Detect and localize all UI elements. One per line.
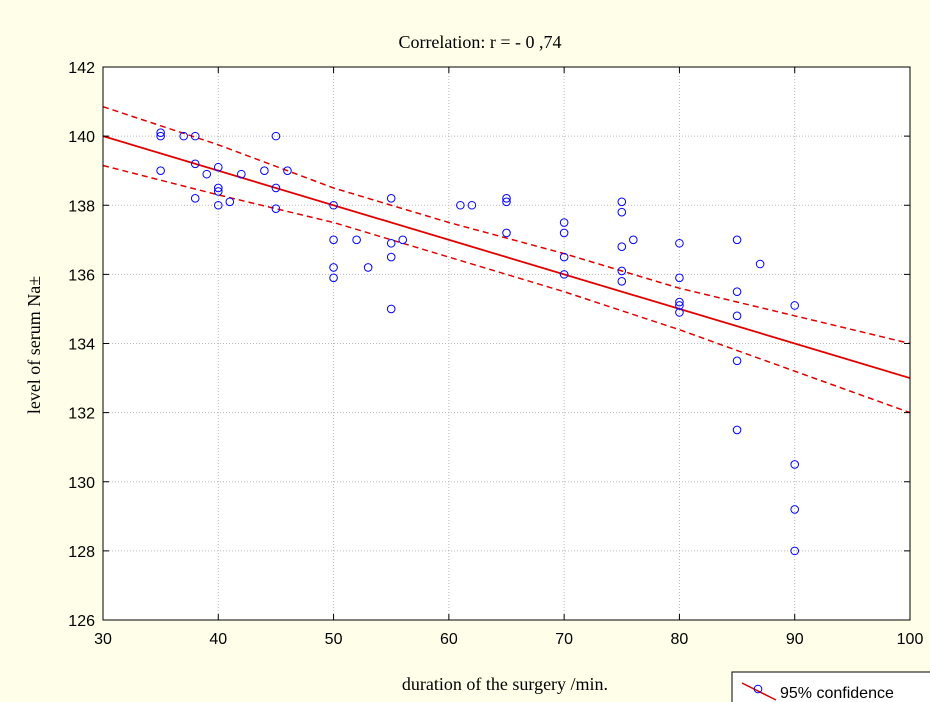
data-point: [617, 242, 627, 252]
data-point: [213, 183, 223, 193]
data-point: [629, 235, 638, 245]
data-point: [732, 235, 742, 245]
data-point: [386, 252, 396, 262]
data-point: [156, 166, 165, 175]
data-point: [755, 259, 765, 269]
ci-upper-line: [102, 105, 911, 345]
data-point: [398, 235, 408, 245]
data-point: [675, 297, 684, 307]
x-tick-label: 70: [555, 631, 573, 648]
data-point: [260, 166, 269, 175]
data-point: [790, 301, 800, 310]
x-tick-label: 80: [671, 631, 689, 648]
confidence-bands: [102, 105, 911, 414]
x-tick-label: 100: [897, 631, 924, 648]
data-point: [617, 197, 627, 207]
ci-lower-line: [102, 164, 911, 414]
data-point: [156, 128, 165, 137]
x-axis-label: duration of the surgery /min.: [402, 674, 608, 694]
legend-point-swatch: [753, 684, 763, 694]
plot-area: [103, 67, 910, 620]
data-point: [559, 252, 569, 262]
data-point: [156, 131, 165, 141]
data-point: [732, 425, 742, 435]
data-point: [386, 194, 396, 203]
data-point: [271, 131, 281, 141]
data-point: [329, 235, 338, 245]
data-point: [790, 505, 800, 514]
data-point: [732, 311, 742, 321]
fit-line-group: [102, 135, 911, 379]
y-tick-label: 128: [68, 544, 95, 561]
data-point: [617, 266, 627, 276]
data-point: [329, 263, 338, 272]
legend: 95% confidence: [731, 671, 930, 702]
y-tick-label: 132: [68, 406, 95, 423]
y-tick-label: 140: [68, 129, 95, 146]
data-point: [732, 287, 742, 296]
y-tick-label: 126: [68, 613, 95, 630]
data-point: [190, 131, 200, 141]
data-point: [502, 228, 511, 238]
data-point: [502, 194, 511, 203]
data-point: [386, 304, 396, 314]
data-point: [190, 159, 200, 169]
axis-ticks: [102, 66, 911, 621]
data-point: [675, 301, 684, 310]
y-tick-labels: 126 128 130 132 134 136 138 140 142: [68, 60, 95, 630]
data-point: [502, 197, 511, 207]
data-point: [179, 131, 188, 141]
y-tick-label: 138: [68, 198, 95, 215]
data-point: [352, 235, 361, 245]
data-point: [329, 200, 338, 210]
x-tick-label: 90: [786, 631, 804, 648]
y-tick-label: 134: [68, 337, 95, 354]
data-point: [467, 200, 477, 210]
fit-line: [102, 135, 911, 379]
data-point: [213, 187, 223, 196]
legend-box: [731, 671, 930, 702]
data-point: [559, 218, 569, 227]
x-tick-label: 40: [209, 631, 227, 648]
data-point: [617, 207, 627, 217]
data-points: [156, 128, 800, 556]
data-point: [271, 183, 281, 193]
data-point: [329, 273, 338, 283]
y-tick-label: 142: [68, 60, 95, 77]
data-point: [202, 169, 212, 179]
x-tick-label: 30: [94, 631, 112, 648]
x-tick-labels: 30 40 50 60 70 80 90 100: [94, 631, 923, 648]
data-point: [363, 263, 373, 272]
data-point: [237, 169, 246, 179]
data-point: [190, 194, 200, 203]
data-point: [675, 273, 684, 283]
grid: [103, 67, 910, 620]
data-point: [271, 204, 281, 214]
data-point: [675, 238, 684, 248]
y-axis-label: level of serum Na±: [24, 276, 44, 414]
data-point: [283, 166, 292, 175]
data-point: [456, 200, 465, 210]
data-point: [386, 238, 396, 248]
y-tick-label: 130: [68, 475, 95, 492]
chart-title: Correlation: r = - 0 ,74: [398, 32, 561, 52]
legend-label: 95% confidence: [780, 685, 894, 702]
x-tick-label: 60: [440, 631, 458, 648]
y-tick-label: 136: [68, 267, 95, 284]
data-point: [732, 356, 742, 366]
data-point: [213, 200, 223, 210]
data-point: [675, 308, 684, 317]
legend-line-swatch: [741, 682, 777, 701]
data-point: [790, 546, 800, 556]
data-point: [559, 270, 569, 279]
data-point: [617, 276, 627, 286]
data-point: [559, 228, 569, 238]
x-tick-label: 50: [325, 631, 343, 648]
data-point: [225, 197, 235, 207]
data-point: [790, 460, 800, 469]
data-point: [213, 162, 223, 172]
